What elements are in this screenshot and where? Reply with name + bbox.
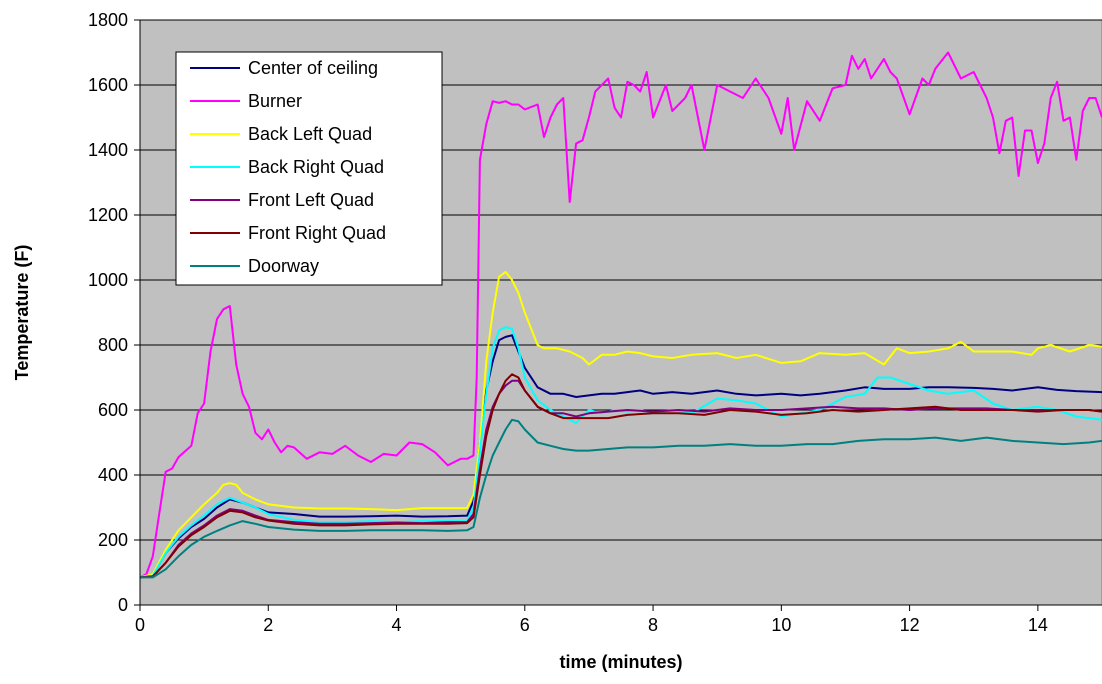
series-line-doorway: [140, 418, 1102, 579]
legend-label: Back Right Quad: [248, 157, 384, 177]
y-tick-label: 1000: [88, 270, 128, 290]
y-tick-labels: 0 200 400 600 800 1000 1200 1400 1600 1800: [88, 10, 128, 615]
legend: Center of ceiling Burner Back Left Quad Bac…: [175, 51, 443, 286]
x-tick-label: 4: [392, 615, 402, 635]
series-line-back-left-quad: [139, 270, 1102, 579]
y-tick-label: 0: [118, 595, 128, 615]
series-layer: [139, 51, 1102, 579]
x-tick-label: 10: [771, 615, 791, 635]
y-tick-label: 1200: [88, 205, 128, 225]
y-tick-label: 600: [98, 400, 128, 420]
y-tick-label: 1600: [88, 75, 128, 95]
axes: [134, 19, 1102, 611]
x-tick-label: 0: [135, 615, 145, 635]
x-tick-label: 8: [648, 615, 658, 635]
legend-label: Burner: [248, 91, 302, 111]
legend-box: [175, 51, 443, 286]
x-tick-label: 14: [1028, 615, 1048, 635]
x-tick-label: 2: [263, 615, 273, 635]
x-tick-labels: 0 2 4 6 8 10 12 14: [135, 615, 1048, 635]
y-tick-label: 400: [98, 465, 128, 485]
y-tick-label: 200: [98, 530, 128, 550]
legend-label: Center of ceiling: [248, 58, 378, 78]
legend-label: Back Left Quad: [248, 124, 372, 144]
y-tick-label: 800: [98, 335, 128, 355]
y-axis-title: Temperature (F): [12, 245, 32, 381]
x-tick-label: 6: [520, 615, 530, 635]
series-line-front-right-quad: [139, 373, 1102, 579]
legend-label: Doorway: [248, 256, 319, 276]
x-axis-title: time (minutes): [559, 652, 682, 672]
y-tick-label: 1400: [88, 140, 128, 160]
legend-label: Front Left Quad: [248, 190, 374, 210]
x-tick-label: 12: [900, 615, 920, 635]
y-tick-label: 1800: [88, 10, 128, 30]
legend-label: Front Right Quad: [248, 223, 386, 243]
series-line-burner: [139, 51, 1102, 579]
